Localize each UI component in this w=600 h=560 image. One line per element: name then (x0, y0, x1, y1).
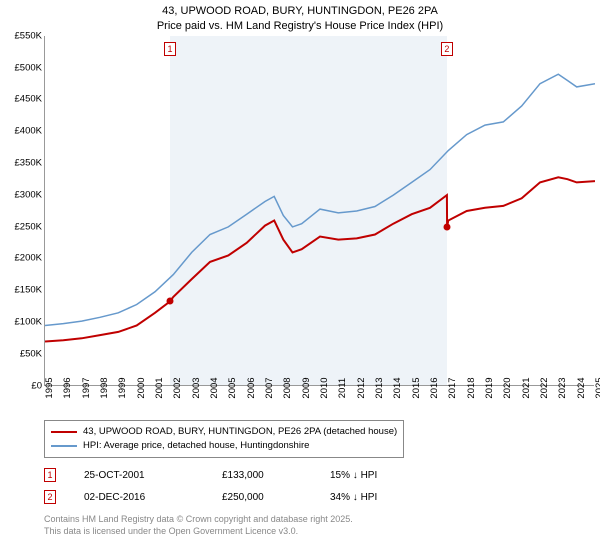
title-block: 43, UPWOOD ROAD, BURY, HUNTINGDON, PE26 … (6, 4, 594, 34)
x-tick-label: 2013 (374, 377, 385, 398)
y-tick-label: £250K (15, 221, 42, 232)
x-tick-label: 2024 (576, 377, 587, 398)
y-tick-label: £100K (15, 317, 42, 328)
legend-label: 43, UPWOOD ROAD, BURY, HUNTINGDON, PE26 … (83, 425, 397, 439)
x-tick-label: 2008 (282, 377, 293, 398)
x-tick-label: 1998 (99, 377, 110, 398)
sale-price: £133,000 (222, 470, 302, 481)
x-tick-label: 2023 (557, 377, 568, 398)
y-tick-label: £500K (15, 62, 42, 73)
x-tick-label: 2017 (447, 377, 458, 398)
y-tick-label: £300K (15, 189, 42, 200)
x-tick-label: 2015 (411, 377, 422, 398)
series-price_paid (45, 177, 595, 341)
sale-price: £250,000 (222, 492, 302, 503)
legend-swatch (51, 431, 77, 433)
series-hpi (45, 74, 595, 325)
chart-title: 43, UPWOOD ROAD, BURY, HUNTINGDON, PE26 … (6, 4, 594, 19)
x-tick-label: 2000 (136, 377, 147, 398)
legend-item-price_paid: 43, UPWOOD ROAD, BURY, HUNTINGDON, PE26 … (51, 425, 397, 439)
x-tick-label: 2012 (356, 377, 367, 398)
sale-delta: 15% ↓ HPI (330, 470, 420, 481)
y-tick-label: £150K (15, 285, 42, 296)
sale-row-1: 1 25-OCT-2001 £133,000 15% ↓ HPI (44, 468, 594, 482)
x-tick-label: 1995 (44, 377, 55, 398)
x-tick-label: 1997 (81, 377, 92, 398)
x-tick-label: 2011 (337, 377, 348, 397)
x-tick-label: 2014 (392, 377, 403, 398)
x-tick-label: 2018 (466, 377, 477, 398)
sale-row-marker: 1 (44, 468, 56, 482)
chart-area: £0 £50K £100K £150K £200K £250K £300K £350K £400… (6, 36, 594, 414)
sale-dot-1 (167, 298, 174, 305)
attribution-line2: This data is licensed under the Open Gov… (44, 526, 594, 538)
x-tick-label: 2009 (301, 377, 312, 398)
x-tick-label: 1996 (62, 377, 73, 398)
sale-row-2: 2 02-DEC-2016 £250,000 34% ↓ HPI (44, 490, 594, 504)
sales-table: 1 25-OCT-2001 £133,000 15% ↓ HPI 2 02-DEC-201… (44, 468, 594, 512)
x-tick-label: 2025 (594, 377, 600, 398)
y-tick-label: £450K (15, 94, 42, 105)
x-tick-label: 1999 (117, 377, 128, 398)
attribution-line1: Contains HM Land Registry data © Crown c… (44, 514, 594, 526)
x-tick-label: 2020 (502, 377, 513, 398)
x-tick-label: 2021 (521, 377, 532, 398)
y-tick-label: £350K (15, 157, 42, 168)
sale-marker-1: 1 (164, 42, 176, 56)
sale-delta: 34% ↓ HPI (330, 492, 420, 503)
x-tick-label: 2016 (429, 377, 440, 398)
x-tick-label: 2022 (539, 377, 550, 398)
plot-area: 12 (44, 36, 594, 386)
legend-item-hpi: HPI: Average price, detached house, Hunt… (51, 439, 397, 453)
y-tick-label: £400K (15, 126, 42, 137)
sale-marker-2: 2 (441, 42, 453, 56)
chart-container: 43, UPWOOD ROAD, BURY, HUNTINGDON, PE26 … (0, 0, 600, 560)
x-tick-label: 2001 (154, 377, 165, 398)
x-tick-label: 2002 (172, 377, 183, 398)
x-tick-label: 2004 (209, 377, 220, 398)
chart-subtitle: Price paid vs. HM Land Registry's House … (6, 19, 594, 34)
sale-dot-2 (443, 223, 450, 230)
x-tick-label: 2019 (484, 377, 495, 398)
sale-date: 25-OCT-2001 (84, 470, 194, 481)
y-axis: £0 £50K £100K £150K £200K £250K £300K £350K £400… (6, 36, 44, 414)
legend-swatch (51, 445, 77, 447)
x-tick-label: 2007 (264, 377, 275, 398)
legend-label: HPI: Average price, detached house, Hunt… (83, 439, 309, 453)
x-tick-label: 2003 (191, 377, 202, 398)
chart-lines (45, 36, 595, 386)
x-tick-label: 2006 (246, 377, 257, 398)
y-tick-label: £0 (31, 380, 42, 391)
sale-date: 02-DEC-2016 (84, 492, 194, 503)
legend-box: 43, UPWOOD ROAD, BURY, HUNTINGDON, PE26 … (44, 420, 404, 459)
y-tick-label: £50K (20, 348, 42, 359)
y-tick-label: £550K (15, 30, 42, 41)
x-tick-label: 2010 (319, 377, 330, 398)
x-tick-label: 2005 (227, 377, 238, 398)
attribution-text: Contains HM Land Registry data © Crown c… (44, 514, 594, 537)
sale-row-marker: 2 (44, 490, 56, 504)
y-tick-label: £200K (15, 253, 42, 264)
x-axis: 1995199619971998199920002001200220032004… (44, 386, 594, 414)
